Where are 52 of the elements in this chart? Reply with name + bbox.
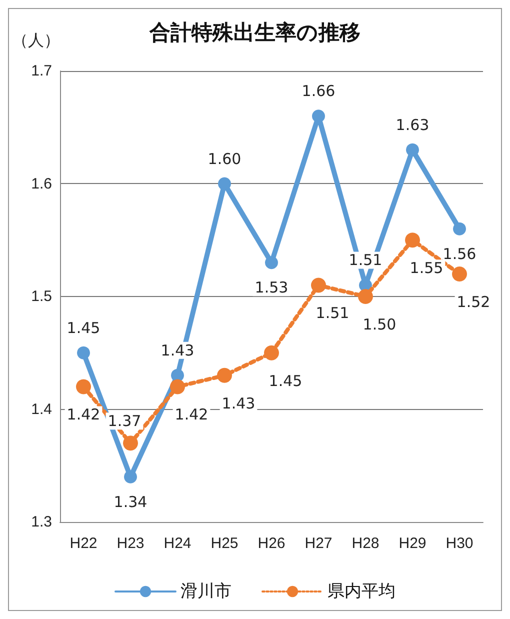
x-tick-label: H26 bbox=[258, 535, 286, 552]
point bbox=[123, 436, 138, 451]
data-label: 1.63 bbox=[396, 116, 430, 134]
legend-label: 滑川市 bbox=[180, 582, 232, 602]
y-tick-label: 1.4 bbox=[31, 400, 52, 418]
data-label: 1.42 bbox=[174, 406, 208, 424]
data-label: 1.45 bbox=[268, 372, 302, 390]
x-tick-label: H23 bbox=[116, 535, 144, 552]
x-tick-label: H27 bbox=[304, 535, 332, 552]
data-label: 1.34 bbox=[114, 492, 148, 511]
data-label: 1.55 bbox=[410, 259, 444, 278]
data-label: 1.56 bbox=[442, 244, 476, 263]
point bbox=[406, 143, 419, 156]
point bbox=[124, 470, 137, 484]
point bbox=[452, 266, 467, 282]
legend-label: 県内平均 bbox=[328, 582, 396, 602]
data-label: 1.52 bbox=[456, 292, 490, 311]
point bbox=[358, 289, 373, 304]
point bbox=[405, 232, 420, 248]
chart-title: 合計特殊出生率の推移 bbox=[148, 20, 360, 44]
y-tick-label: 1.3 bbox=[31, 514, 52, 530]
point bbox=[77, 346, 90, 360]
x-tick-label: H28 bbox=[352, 535, 380, 552]
y-axis-title: （人） bbox=[12, 32, 60, 50]
data-label: 1.51 bbox=[348, 251, 382, 270]
point bbox=[312, 110, 325, 123]
x-tick-label: H29 bbox=[398, 535, 426, 552]
x-tick-label: H22 bbox=[70, 535, 98, 552]
y-tick-label: 1.5 bbox=[31, 288, 52, 305]
y-tick-label: 1.6 bbox=[31, 175, 52, 192]
point bbox=[265, 256, 278, 270]
data-label: 1.43 bbox=[160, 341, 194, 360]
data-label: 1.37 bbox=[108, 412, 142, 430]
x-tick-label: H30 bbox=[446, 535, 474, 552]
data-label: 1.51 bbox=[316, 304, 350, 322]
point bbox=[217, 368, 232, 383]
point bbox=[264, 345, 279, 360]
point bbox=[311, 278, 326, 293]
point bbox=[453, 222, 466, 236]
y-tick-label: 1.7 bbox=[31, 62, 52, 80]
point bbox=[170, 379, 185, 394]
point bbox=[76, 379, 91, 394]
data-label: 1.43 bbox=[222, 394, 256, 412]
x-tick-label: H24 bbox=[164, 535, 192, 552]
data-label: 1.50 bbox=[362, 316, 396, 334]
data-label: 1.45 bbox=[66, 318, 100, 337]
data-label: 1.60 bbox=[208, 150, 242, 168]
x-tick-label: H25 bbox=[210, 535, 238, 552]
point bbox=[218, 177, 231, 190]
data-label: 1.66 bbox=[302, 82, 336, 100]
data-label: 1.53 bbox=[254, 278, 288, 297]
data-label: 1.42 bbox=[66, 406, 100, 424]
